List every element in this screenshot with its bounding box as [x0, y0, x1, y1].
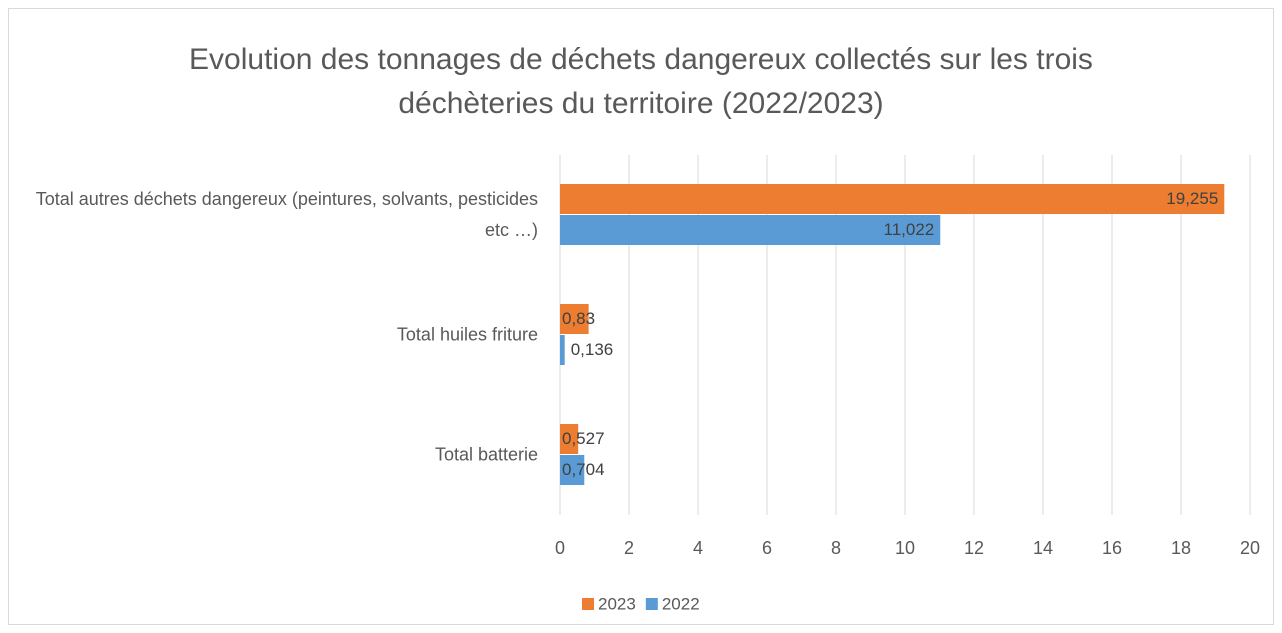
bar: [560, 455, 585, 485]
x-tick-label: 2: [624, 538, 634, 558]
bar: [560, 335, 565, 365]
data-label: 0,83: [562, 309, 595, 328]
chart-border: [8, 8, 1274, 625]
legend-swatch: [645, 598, 658, 610]
x-tick-label: 18: [1171, 538, 1191, 558]
bar: [560, 304, 589, 334]
data-label: 0,527: [562, 429, 605, 448]
x-tick-label: 14: [1033, 538, 1053, 558]
legend-label: 2023: [598, 594, 636, 613]
x-tick-label: 0: [555, 538, 565, 558]
y-tick-label: Total huiles friture: [396, 324, 538, 345]
x-tick-label: 20: [1240, 538, 1260, 558]
x-tick-label: 10: [895, 538, 915, 558]
bar: [560, 424, 579, 454]
bar: [560, 184, 1225, 214]
x-tick-label: 8: [831, 538, 841, 558]
x-tick-label: 16: [1102, 538, 1122, 558]
bar: [560, 215, 941, 245]
data-label: 19,255: [1166, 189, 1218, 208]
data-label: 0,704: [562, 460, 605, 479]
y-tick-label: Total autres déchets dangereux (peinture…: [35, 189, 538, 240]
legend-label: 2022: [662, 594, 700, 613]
y-tick-label: Total batterie: [434, 444, 538, 465]
x-tick-label: 12: [964, 538, 984, 558]
data-label: 0,136: [571, 340, 614, 359]
legend-swatch: [582, 598, 594, 610]
x-tick-label: 6: [762, 538, 772, 558]
data-label: 11,022: [884, 220, 935, 239]
chart-title: Evolution des tonnages de déchets danger…: [189, 43, 1093, 120]
x-tick-label: 4: [693, 538, 703, 558]
